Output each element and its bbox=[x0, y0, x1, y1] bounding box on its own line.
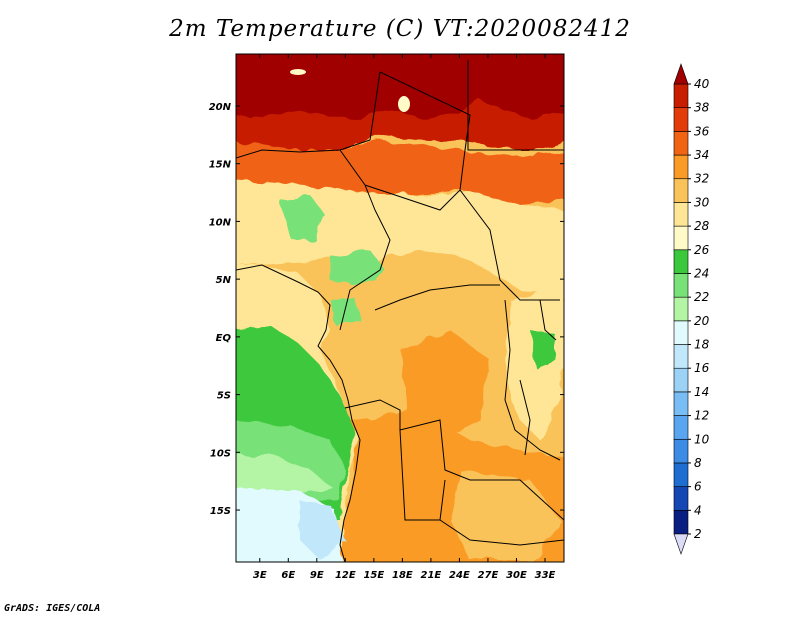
colorbar-label: 12 bbox=[694, 409, 709, 423]
map-title: 2m Temperature (C) VT:2020082412 bbox=[169, 16, 631, 42]
colorbar-label: 18 bbox=[694, 338, 710, 352]
colorbar-label: 6 bbox=[694, 480, 702, 494]
region-east-highlands bbox=[505, 290, 564, 440]
colorbar-swatch bbox=[673, 83, 689, 108]
colorbar-label: 16 bbox=[694, 361, 710, 375]
colorbar-label: 22 bbox=[694, 290, 709, 304]
lat-label: 10S bbox=[210, 448, 231, 459]
colorbar-label: 2 bbox=[694, 527, 702, 541]
patch-jos-plateau bbox=[280, 195, 325, 240]
lat-label: 10N bbox=[209, 217, 232, 228]
colorbar-swatch bbox=[673, 391, 689, 416]
border-uganda bbox=[539, 299, 557, 341]
borders bbox=[236, 60, 564, 562]
lat-label: 5S bbox=[217, 391, 231, 402]
colorbar-under-arrow bbox=[673, 533, 689, 555]
region-lake-victoria bbox=[530, 330, 556, 368]
lon-label: 3E bbox=[253, 570, 267, 581]
colorbar-swatch bbox=[673, 510, 689, 535]
colorbar-swatch bbox=[673, 273, 689, 298]
colorbar-label: 28 bbox=[694, 219, 710, 233]
colorbar-swatch bbox=[673, 320, 689, 345]
colorbar-swatch bbox=[673, 178, 689, 203]
colorbar-label: 26 bbox=[694, 243, 710, 257]
hotspot bbox=[398, 96, 410, 112]
border-sudan bbox=[467, 60, 564, 151]
colorbar-label: 4 bbox=[694, 503, 702, 517]
colorbar-swatch bbox=[673, 225, 689, 251]
colorbar-label: 24 bbox=[694, 266, 709, 280]
credit-text: GrADS: IGES/COLA bbox=[4, 603, 101, 614]
border-congo-north bbox=[374, 284, 500, 311]
temperature-field bbox=[236, 54, 564, 562]
colorbar-label: 34 bbox=[694, 148, 709, 162]
ocean-cooler bbox=[300, 500, 345, 560]
colorbar-swatch bbox=[673, 438, 689, 464]
colorbar-swatch bbox=[673, 249, 689, 274]
colorbar-swatch bbox=[673, 344, 689, 369]
lon-label: 9E bbox=[310, 570, 324, 581]
map-frame bbox=[235, 53, 565, 563]
colorbar-label: 38 bbox=[694, 101, 710, 115]
colorbar-label: 36 bbox=[694, 124, 710, 138]
lon-label: 24E bbox=[449, 570, 470, 581]
colorbar-swatch bbox=[673, 107, 689, 132]
colorbar-swatch bbox=[673, 131, 689, 156]
hotspot bbox=[290, 69, 306, 75]
lon-label: 21E bbox=[421, 570, 442, 581]
colorbar-swatch bbox=[673, 462, 689, 487]
colorbar-label: 14 bbox=[694, 385, 709, 399]
colorbar-label: 10 bbox=[694, 432, 710, 446]
region-very-hot bbox=[236, 54, 564, 120]
colorbar-label: 30 bbox=[694, 195, 710, 209]
colorbar-over-arrow bbox=[673, 63, 689, 85]
colorbar-swatch bbox=[673, 202, 689, 227]
longitude-labels: 3E 6E 9E 12E 15E 18E 21E 24E 27E 30E 33E bbox=[253, 570, 556, 581]
lon-label: 27E bbox=[478, 570, 499, 581]
colorbar-swatch bbox=[673, 415, 689, 440]
lon-label: 33E bbox=[535, 570, 556, 581]
colorbar-label: 32 bbox=[694, 172, 709, 186]
latitude-labels: 20N 15N 10N 5N EQ 5S 10S 15S bbox=[209, 102, 232, 517]
colorbar-label: 20 bbox=[694, 314, 710, 328]
colorbar-swatch bbox=[673, 486, 689, 511]
border-car bbox=[364, 184, 560, 301]
lon-label: 30E bbox=[506, 570, 527, 581]
lat-label: 5N bbox=[216, 275, 232, 286]
colorbar-swatch bbox=[673, 154, 689, 180]
colorbar-swatch bbox=[673, 367, 689, 393]
coastline bbox=[236, 264, 361, 562]
colorbar-swatch bbox=[673, 296, 689, 322]
lon-label: 15E bbox=[363, 570, 384, 581]
lon-label: 12E bbox=[335, 570, 356, 581]
colorbar-label: 8 bbox=[694, 456, 702, 470]
lake-tanganyika bbox=[519, 379, 531, 456]
region-south-mid bbox=[450, 470, 560, 560]
border-angola-zambia bbox=[344, 399, 564, 521]
border-mali-niger bbox=[236, 71, 381, 159]
lat-label: 15N bbox=[209, 160, 232, 171]
lon-label: 18E bbox=[392, 570, 413, 581]
lon-label: 6E bbox=[281, 570, 295, 581]
ocean-south-light bbox=[236, 455, 335, 490]
colorbar-label: 40 bbox=[694, 77, 710, 91]
axis-ticks bbox=[236, 54, 564, 562]
border-namibia-botswana bbox=[439, 519, 564, 546]
border-angola-south bbox=[399, 429, 446, 521]
lat-label: 15S bbox=[210, 506, 231, 517]
lat-label: EQ bbox=[216, 333, 232, 344]
border-east-drc bbox=[504, 299, 561, 461]
lat-label: 20N bbox=[209, 102, 232, 113]
